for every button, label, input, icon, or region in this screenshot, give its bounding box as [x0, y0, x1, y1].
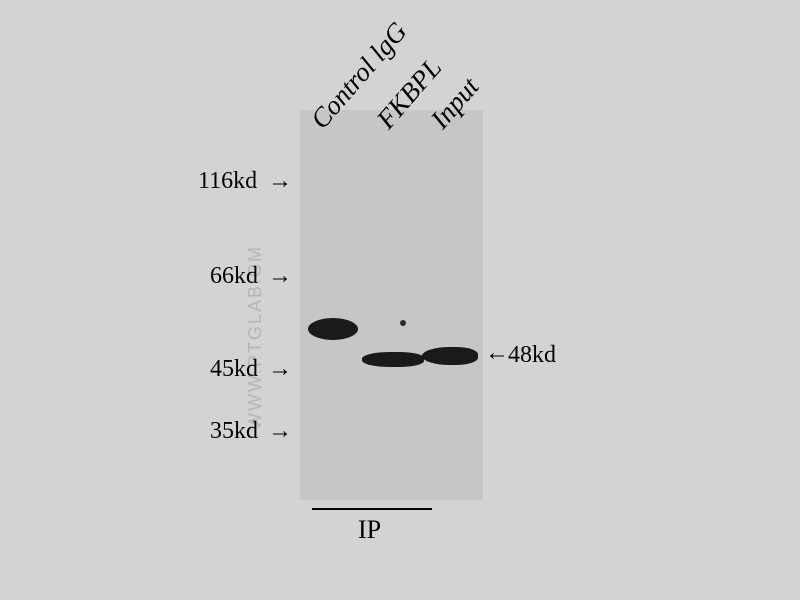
band-fkbpl: [362, 352, 424, 367]
band-control-igg: [308, 318, 358, 340]
marker-116kd: 116kd: [198, 168, 257, 195]
arrow-target-band: ←: [485, 340, 509, 367]
ip-label: IP: [358, 515, 381, 545]
arrow-35kd: →: [268, 418, 292, 445]
arrow-116kd: →: [268, 168, 292, 195]
artifact-dot: [400, 320, 406, 326]
band-input: [422, 347, 478, 365]
arrow-66kd: →: [268, 263, 292, 290]
western-blot-membrane: [300, 110, 483, 500]
target-band-label: 48kd: [508, 342, 556, 369]
marker-66kd: 66kd: [210, 263, 258, 290]
ip-underline: [312, 508, 432, 510]
marker-45kd: 45kd: [210, 356, 258, 383]
marker-35kd: 35kd: [210, 418, 258, 445]
figure-container: WWW.PTGLAB.CM Control lgG FKBPL Input 11…: [0, 0, 800, 600]
arrow-45kd: →: [268, 356, 292, 383]
